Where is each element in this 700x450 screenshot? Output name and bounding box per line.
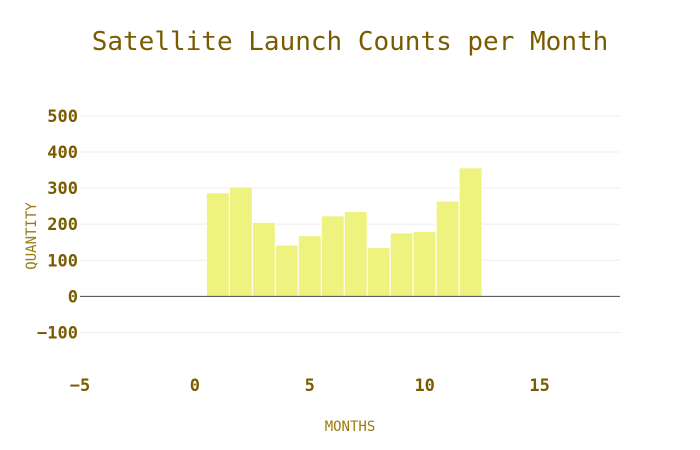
y-tick-label: 400 [47,143,78,163]
bar [389,232,414,297]
chart-title: Satellite Launch Counts per Month [92,27,609,57]
y-axis-label: QUANTITY [24,202,40,270]
bar [343,211,368,297]
x-axis-label: MONTHS [325,419,376,435]
y-tick-label: 500 [47,107,78,127]
y-tick-label: 0 [68,287,78,307]
x-axis-ticks: −5 0 5 10 15 [70,376,550,396]
y-axis-ticks: −100 0 100 200 300 400 500 [37,107,78,344]
x-tick-label: 10 [414,376,434,396]
bar [297,235,322,297]
x-tick-label: −5 [70,376,90,396]
bar [458,167,483,297]
bar [205,192,230,297]
y-tick-label: 300 [47,179,78,199]
bar [366,247,391,297]
bar [320,215,345,297]
x-tick-label: 15 [529,376,549,396]
bars [205,167,483,297]
bar [274,244,299,297]
bar [412,230,437,297]
bar [435,200,460,297]
bar [251,221,276,297]
y-tick-label: −100 [37,324,78,344]
x-tick-label: 5 [305,376,315,396]
y-tick-label: 200 [47,215,78,235]
x-tick-label: 0 [190,376,200,396]
bar [228,186,253,297]
y-tick-label: 100 [47,251,78,271]
